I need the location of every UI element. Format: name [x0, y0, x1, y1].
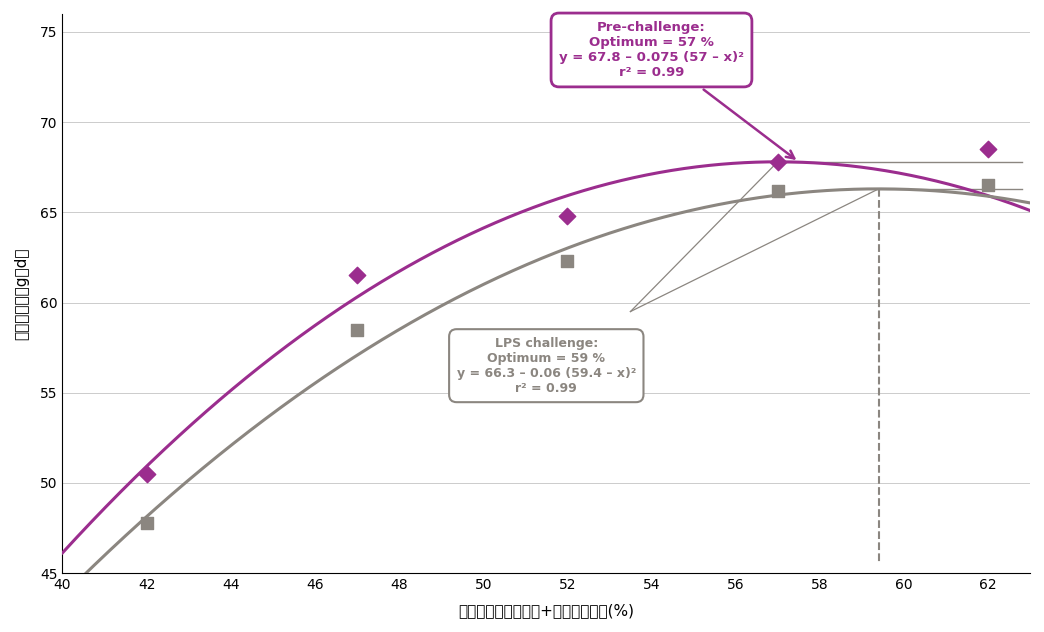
Point [349, 325, 365, 335]
Point [979, 144, 996, 154]
Point [138, 518, 155, 528]
X-axis label: 日粮蛋氨酸：蛋氨酸+半胱氨酸比率(%): 日粮蛋氨酸：蛋氨酸+半胱氨酸比率(%) [458, 603, 635, 618]
Point [559, 211, 575, 221]
Text: LPS challenge:
Optimum = 59 %
y = 66.3 – 0.06 (59.4 – x)²
r² = 0.99: LPS challenge: Optimum = 59 % y = 66.3 –… [456, 337, 636, 394]
Point [979, 180, 996, 190]
Point [138, 469, 155, 479]
Point [559, 256, 575, 266]
Y-axis label: 蛋白质沉积（g／d）: 蛋白质沉积（g／d） [14, 247, 29, 340]
Point [769, 186, 786, 196]
Point [349, 270, 365, 281]
Point [769, 157, 786, 167]
Text: Pre-challenge:
Optimum = 57 %
y = 67.8 – 0.075 (57 – x)²
r² = 0.99: Pre-challenge: Optimum = 57 % y = 67.8 –… [559, 21, 794, 159]
